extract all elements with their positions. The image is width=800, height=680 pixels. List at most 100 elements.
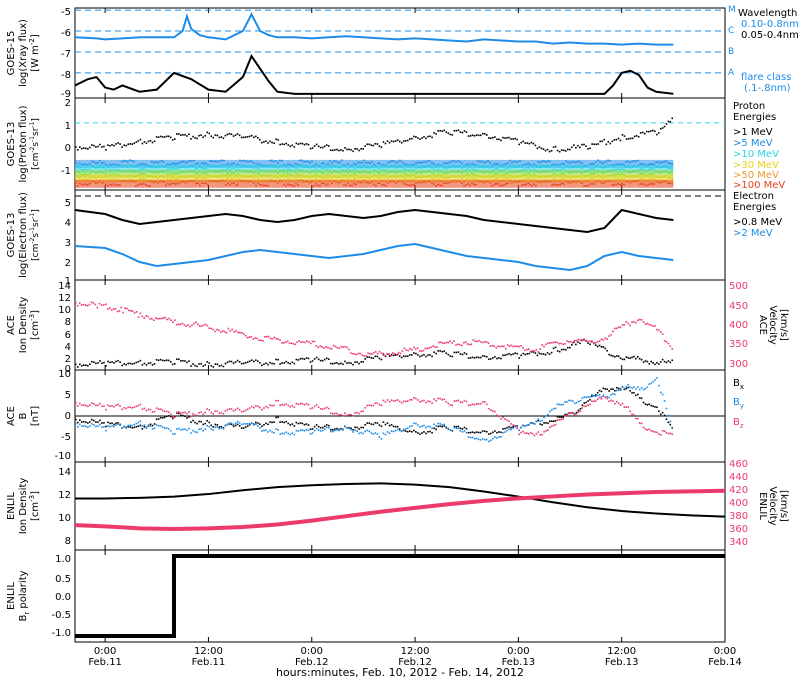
data-point (85, 404, 87, 407)
data-point (633, 414, 635, 416)
data-point (117, 403, 119, 406)
data-point (212, 426, 215, 428)
data-point (451, 355, 454, 358)
data-point (263, 424, 265, 426)
data-point (99, 143, 101, 146)
data-point (313, 340, 316, 343)
data-point (163, 410, 166, 413)
data-point (382, 432, 385, 435)
data-point (252, 338, 255, 340)
data-point (427, 135, 429, 138)
data-point (445, 400, 448, 403)
data-point (524, 432, 526, 434)
data-point (536, 354, 539, 357)
data-point (640, 386, 643, 389)
data-point (395, 353, 398, 356)
data-point (273, 404, 275, 407)
data-point (483, 438, 486, 441)
data-point (279, 421, 281, 423)
data-point (502, 136, 504, 139)
data-point (135, 422, 138, 425)
data-point (617, 326, 620, 328)
data-point (230, 422, 233, 424)
time-tick-label: 0:00 (94, 646, 116, 657)
data-point (141, 425, 144, 427)
data-point (161, 359, 164, 362)
data-point (332, 344, 335, 347)
data-point (131, 310, 134, 312)
data-point (566, 401, 568, 403)
data-point (596, 345, 599, 348)
data-point (583, 396, 586, 398)
data-point (496, 431, 498, 434)
data-point (547, 342, 549, 345)
data-point (479, 439, 482, 441)
data-point (194, 137, 196, 139)
data-point (122, 311, 124, 314)
data-point (220, 364, 223, 367)
data-point (336, 429, 338, 431)
data-point (103, 361, 105, 364)
data-point (165, 135, 168, 138)
data-point (151, 424, 154, 427)
data-point (648, 323, 651, 326)
data-point (384, 401, 387, 403)
data-point (591, 340, 593, 342)
data-point (198, 420, 200, 423)
data-point (131, 363, 134, 365)
data-point (427, 354, 429, 356)
data-point (362, 410, 364, 412)
ace-mag-labels: ACE B [nT] 10 5 0 -5 -10 Bx By Bz (6, 369, 744, 462)
data-point (502, 354, 504, 357)
data-point (443, 342, 446, 345)
data-point (496, 138, 498, 141)
data-point (340, 428, 342, 431)
data-point (447, 341, 450, 344)
data-point (218, 136, 221, 139)
goes15-ytick-1: -6 (61, 28, 71, 39)
goes15-legend-note2: (.1-.8nm) (744, 83, 791, 94)
data-point (441, 425, 444, 428)
data-point (633, 391, 635, 394)
data-point (552, 407, 555, 410)
data-point (390, 399, 393, 401)
data-point (667, 432, 670, 435)
data-point (545, 415, 547, 417)
data-point (485, 430, 488, 433)
data-point (127, 424, 130, 427)
data-point (594, 395, 597, 398)
ace-plasma-right-ticks: 500 450 400 350 300 (729, 281, 748, 370)
data-point (629, 357, 631, 360)
data-point (382, 421, 385, 423)
data-point (550, 420, 553, 423)
data-point (208, 362, 211, 364)
data-point (504, 431, 506, 433)
data-point (313, 405, 316, 408)
goes13p-legend-item-0: >1 MeV (733, 127, 773, 138)
data-point (111, 361, 113, 363)
data-point (538, 352, 541, 355)
goes15-ytick-2: -7 (61, 49, 71, 60)
data-point (398, 429, 401, 432)
data-point (110, 309, 113, 311)
data-point (602, 395, 605, 398)
data-point (297, 143, 300, 145)
enlil-plasma-rtick-1: 440 (729, 472, 748, 483)
data-point (573, 144, 575, 146)
data-point (390, 354, 392, 357)
flare-level-B: B (728, 47, 734, 57)
data-point (407, 349, 410, 352)
data-point (281, 362, 283, 364)
data-point (587, 404, 589, 407)
goes13e-series--2-mev (74, 242, 674, 272)
data-point (135, 141, 138, 143)
data-point (346, 346, 348, 349)
data-point (332, 412, 334, 415)
data-point (526, 352, 529, 355)
data-point (145, 409, 148, 412)
data-point (176, 133, 178, 135)
data-point (315, 424, 318, 426)
enlil-pol-ytick-1: 0.5 (55, 574, 71, 585)
data-point (222, 428, 225, 430)
data-point (277, 399, 279, 402)
